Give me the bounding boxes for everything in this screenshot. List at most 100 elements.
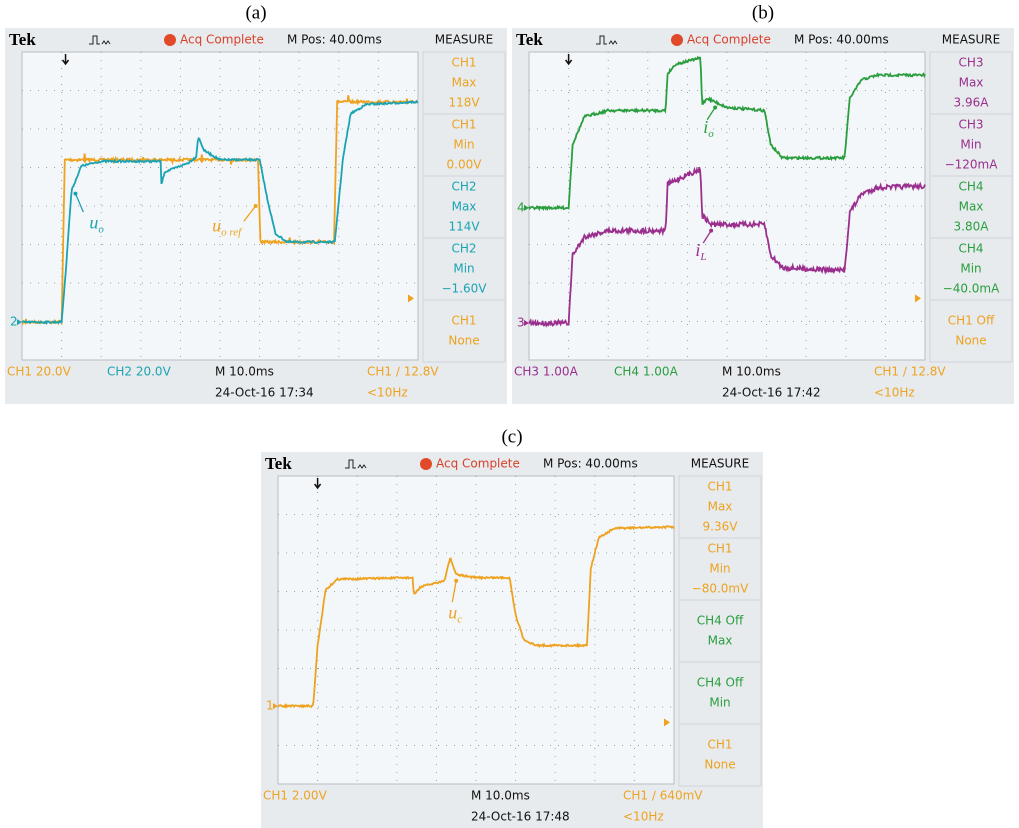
measure-text: Max — [452, 200, 477, 214]
measure-text: 118V — [448, 96, 480, 110]
annotation-sub: o — [98, 223, 104, 235]
measure-box — [679, 724, 761, 786]
position: M Pos: 40.00ms — [287, 33, 382, 47]
channel-scale: CH3 1.00A — [514, 365, 579, 379]
brand: Tek — [9, 30, 36, 49]
measure-text: 9.36V — [703, 520, 739, 534]
timebase: M 10.0ms — [471, 789, 530, 803]
trigger-frequency: <10Hz — [874, 386, 915, 400]
channel-scale: CH2 20.0V — [107, 365, 172, 379]
measure-text: Max — [452, 76, 477, 90]
measure-text: Min — [709, 696, 730, 710]
measure-text: Min — [709, 562, 730, 576]
panel-label: (a) — [245, 2, 266, 23]
measure-text: None — [955, 334, 986, 348]
timebase: M 10.0ms — [722, 365, 781, 379]
position: M Pos: 40.00ms — [794, 33, 889, 47]
brand: Tek — [516, 30, 543, 49]
measure-text: −1.60V — [442, 282, 488, 296]
measure-box — [679, 662, 761, 724]
status-dot — [671, 34, 683, 46]
measure-box — [679, 600, 761, 662]
measure-text: CH4 Off — [697, 614, 744, 628]
scope-panel: (a) Tek Acq Complete M Pos: 40.00ms MEASURE 2… — [5, 2, 507, 404]
measure-text: CH4 — [958, 180, 983, 194]
measure-text: None — [448, 334, 479, 348]
measure-box — [423, 300, 505, 362]
status: Acq Complete — [687, 33, 771, 47]
annotation-sub: L — [699, 251, 706, 263]
scope-panel: (b) Tek Acq Complete M Pos: 40.00ms MEASURE 4… — [512, 2, 1014, 404]
annotation-main: u — [448, 603, 457, 623]
menu-title: MEASURE — [942, 33, 1000, 47]
date: 24-Oct-16 17:48 — [471, 810, 570, 824]
timebase: M 10.0ms — [215, 365, 274, 379]
annotation-arrowhead — [454, 579, 458, 583]
measure-text: 114V — [448, 220, 480, 234]
annotation-arrowhead — [254, 204, 258, 208]
trigger-setting: CH1 ∕ 640mV — [623, 789, 703, 803]
channel-marker: 4 — [517, 200, 525, 214]
measure-text: CH4 — [958, 242, 983, 256]
channel-marker: 3 — [517, 316, 525, 330]
channel-marker: 1 — [266, 699, 274, 713]
annotation-sub: c — [457, 613, 462, 625]
annotation-arrowhead — [713, 105, 717, 109]
trigger-setting: CH1 ∕ 12.8V — [874, 365, 946, 379]
menu-title: MEASURE — [435, 33, 493, 47]
measure-box — [930, 300, 1012, 362]
measure-text: Min — [453, 138, 474, 152]
measure-text: CH3 — [958, 118, 983, 132]
trigger-frequency: <10Hz — [367, 386, 408, 400]
figure: (a) Tek Acq Complete M Pos: 40.00ms MEASURE 2… — [0, 0, 1019, 828]
measure-text: 3.80A — [954, 220, 990, 234]
menu-title: MEASURE — [691, 457, 749, 471]
measure-text: −80.0mV — [692, 582, 749, 596]
panel-label: (c) — [501, 426, 522, 447]
status: Acq Complete — [180, 33, 264, 47]
brand: Tek — [265, 454, 292, 473]
measure-text: CH1 — [451, 314, 476, 328]
panel-label: (b) — [752, 2, 774, 23]
measure-text: Max — [708, 634, 733, 648]
annotation-arrowhead — [73, 192, 77, 196]
date: 24-Oct-16 17:34 — [215, 386, 314, 400]
measure-text: None — [704, 758, 735, 772]
scope-panel: (c) Tek Acq Complete M Pos: 40.00ms MEASURE 1… — [261, 426, 763, 828]
measure-text: Max — [959, 76, 984, 90]
status: Acq Complete — [436, 457, 520, 471]
annotation-arrowhead — [709, 229, 713, 233]
measure-text: −40.0mA — [943, 282, 1000, 296]
measure-text: CH2 — [451, 180, 476, 194]
measure-text: −120mA — [945, 158, 999, 172]
measure-text: CH4 Off — [697, 676, 744, 690]
annotation-main: u — [212, 216, 221, 236]
annotation-sub: o ref — [221, 226, 243, 238]
status-dot — [164, 34, 176, 46]
measure-text: CH1 — [451, 56, 476, 70]
measure-text: CH2 — [451, 242, 476, 256]
channel-marker: 2 — [10, 315, 18, 329]
date: 24-Oct-16 17:42 — [722, 386, 821, 400]
annotation-sub: o — [708, 128, 714, 140]
channel-scale: CH1 20.0V — [7, 365, 72, 379]
position: M Pos: 40.00ms — [543, 457, 638, 471]
measure-text: CH3 — [958, 56, 983, 70]
trigger-setting: CH1 ∕ 12.8V — [367, 365, 439, 379]
measure-text: Min — [453, 262, 474, 276]
measure-text: 3.96A — [954, 96, 990, 110]
measure-text: CH1 — [707, 738, 732, 752]
measure-text: Max — [708, 500, 733, 514]
measure-text: 0.00V — [447, 158, 483, 172]
measure-text: Min — [960, 262, 981, 276]
measure-text: CH1 — [451, 118, 476, 132]
measure-text: CH1 Off — [948, 314, 995, 328]
measure-text: Max — [959, 200, 984, 214]
measure-text: Min — [960, 138, 981, 152]
trigger-frequency: <10Hz — [623, 810, 664, 824]
channel-scale: CH4 1.00A — [614, 365, 679, 379]
measure-text: CH1 — [707, 542, 732, 556]
channel-scale: CH1 2.00V — [263, 789, 328, 803]
status-dot — [420, 458, 432, 470]
annotation-main: u — [89, 213, 98, 233]
